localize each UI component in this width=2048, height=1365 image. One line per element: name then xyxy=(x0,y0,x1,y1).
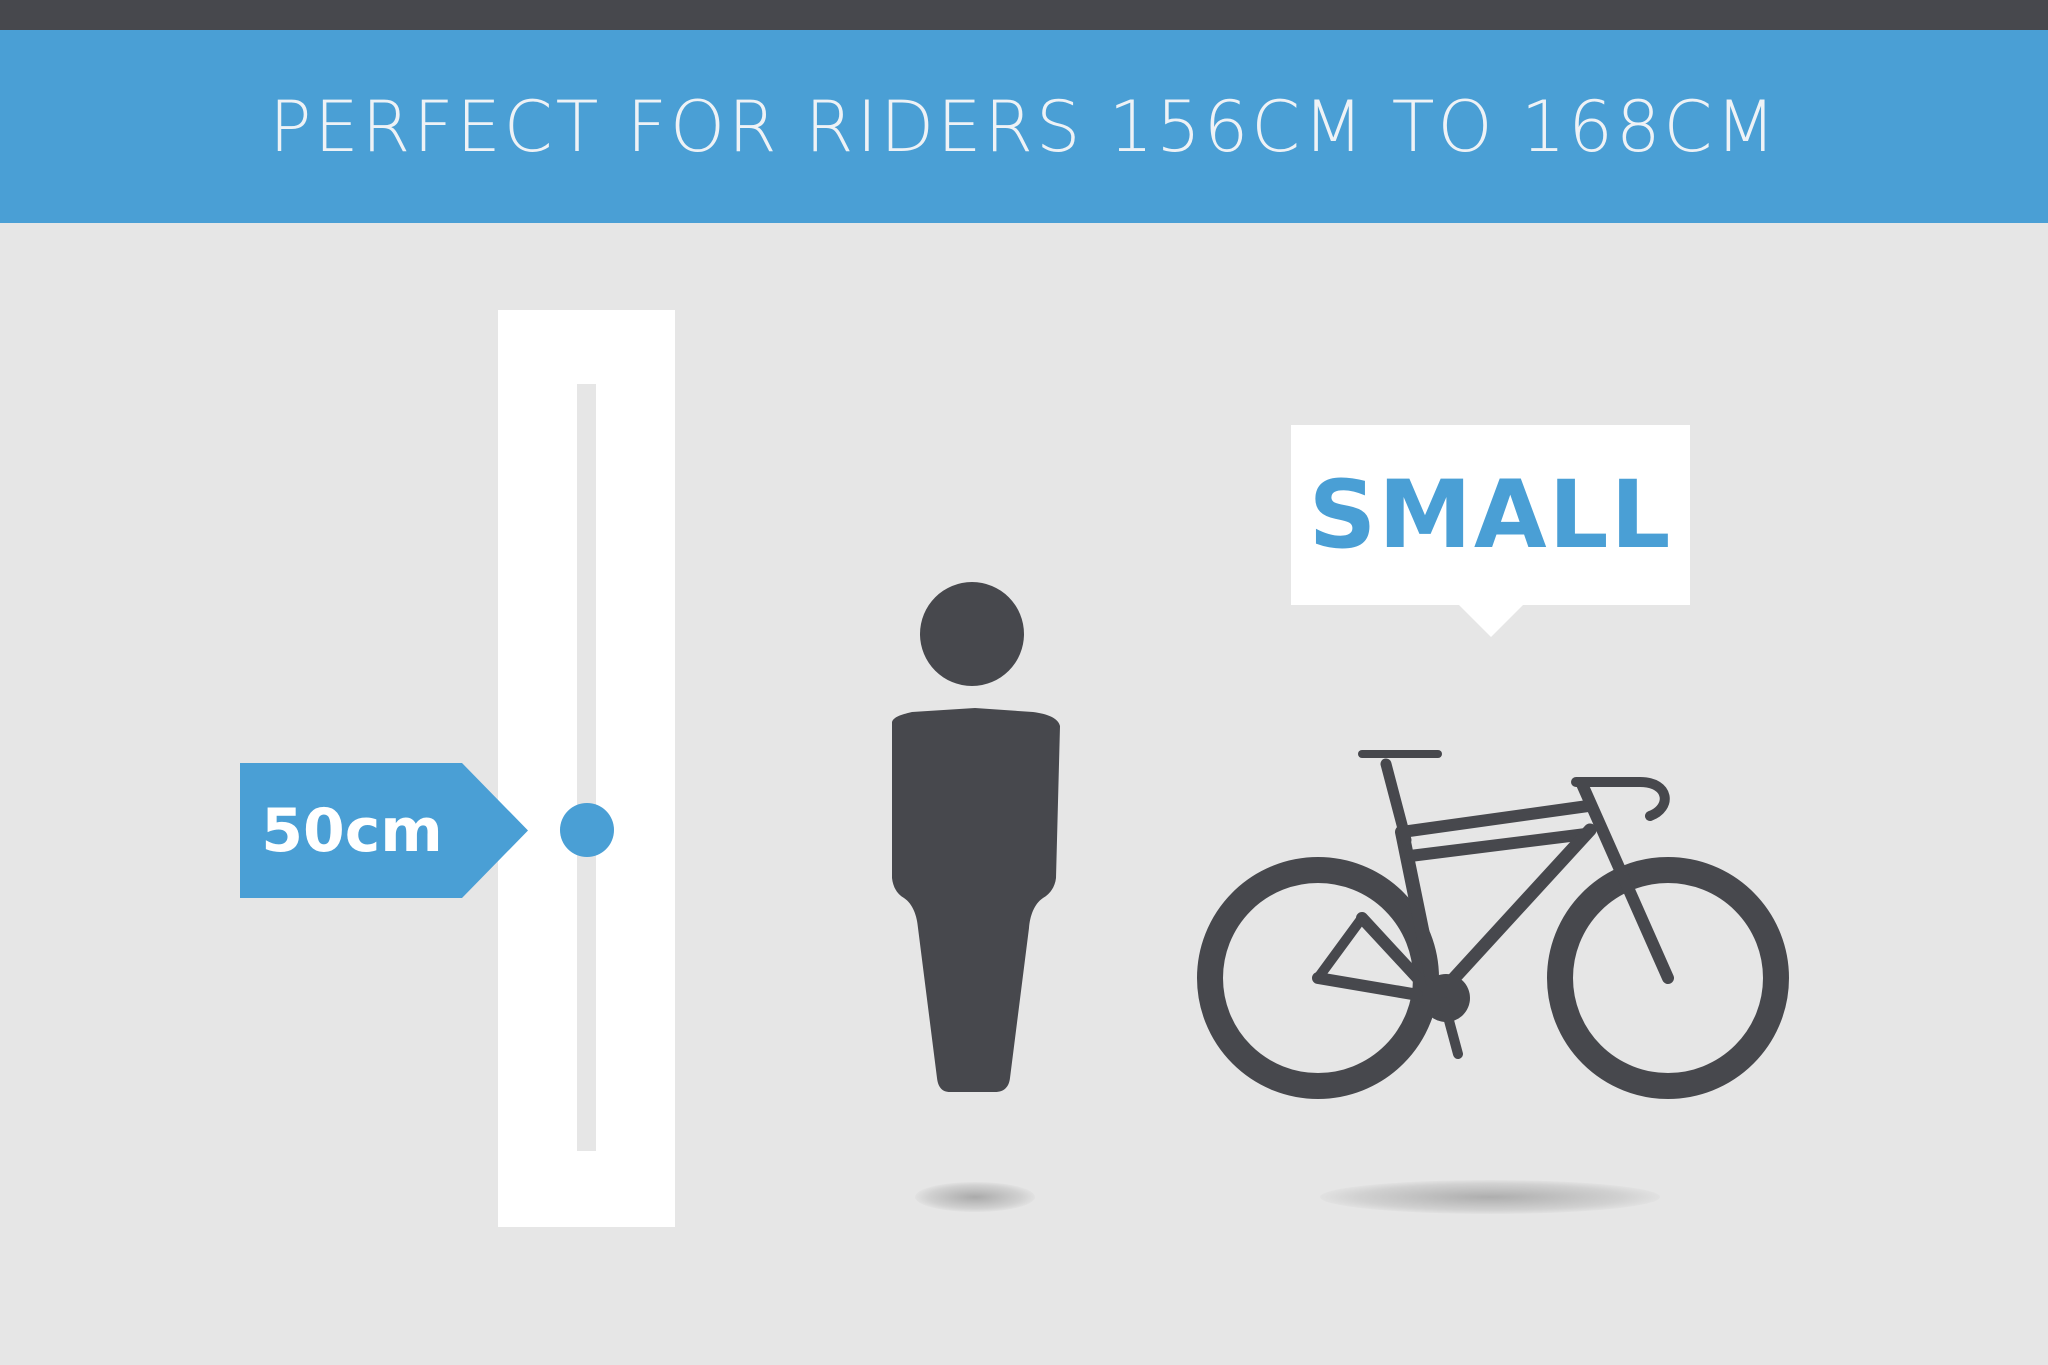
frame-size-label: 50cm xyxy=(261,795,443,866)
header-banner: PERFECT FOR RIDERS 156CM TO 168CM xyxy=(0,30,2048,223)
bike-shadow xyxy=(1320,1180,1660,1214)
size-speech-bubble xyxy=(1291,425,1690,637)
road-bike-icon xyxy=(1197,750,1789,1099)
rider-shadow xyxy=(915,1182,1035,1212)
person-icon xyxy=(892,582,1060,1092)
height-gauge-track xyxy=(577,384,596,1151)
circle-marker-icon xyxy=(560,803,614,857)
page-title: PERFECT FOR RIDERS 156CM TO 168CM xyxy=(269,85,1779,168)
top-strip xyxy=(0,0,2048,30)
recommended-size-label: SMALL xyxy=(1308,460,1673,570)
frame-size-tag: 50cm xyxy=(240,763,528,898)
tag-arrow-shape xyxy=(240,763,528,898)
